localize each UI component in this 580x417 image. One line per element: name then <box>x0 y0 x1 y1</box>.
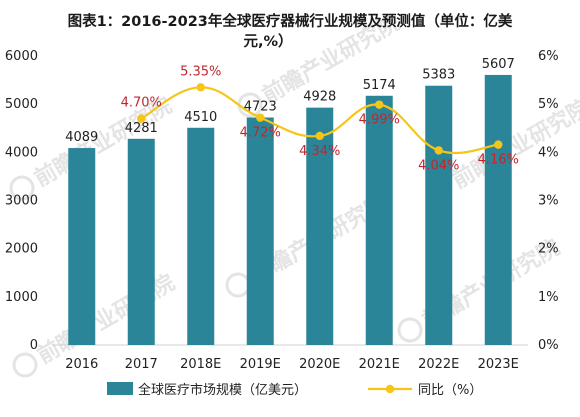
y-left-tick-label: 0 <box>30 338 38 353</box>
pct-value-label: 4.99% <box>359 113 400 128</box>
y-right-tick-label: 5% <box>538 97 559 112</box>
bar <box>425 85 453 345</box>
bar-value-label: 5174 <box>363 78 396 93</box>
legend-bar-label: 全球医疗市场规模（亿美元） <box>138 382 307 398</box>
x-tick-label: 2023E <box>478 357 519 372</box>
y-right-tick-label: 1% <box>538 290 559 305</box>
bar <box>68 148 96 345</box>
bar <box>246 117 274 345</box>
line-point <box>256 113 265 122</box>
bar-value-label: 4089 <box>65 130 98 145</box>
bar-value-label: 4928 <box>303 90 336 105</box>
watermark-logo-icon <box>12 352 38 378</box>
watermark-text: 前瞻产业研究院 <box>448 95 580 195</box>
pct-labels: 4.70% 5.35% 4.72% 4.34% 4.99% 4.04% 4.16% <box>121 64 519 173</box>
pct-value-label: 4.70% <box>121 96 162 111</box>
pct-value-label: 4.34% <box>299 144 340 159</box>
y-left-tick-label: 5000 <box>5 97 38 112</box>
legend-bar-swatch <box>107 382 133 395</box>
chart-title-line1: 图表1：2016-2023年全球医疗器械行业规模及预测值（单位：亿美 <box>68 12 513 30</box>
legend-line-label: 同比（%） <box>418 383 482 398</box>
line-point <box>137 114 146 123</box>
x-tick-label: 2022E <box>418 357 459 372</box>
bar <box>187 127 215 345</box>
x-tick-label: 2018E <box>180 357 221 372</box>
pct-value-label: 4.72% <box>240 126 281 141</box>
legend: 全球医疗市场规模（亿美元） 同比（%） <box>107 382 482 398</box>
line-point <box>375 100 384 109</box>
line-series <box>137 83 503 155</box>
y-right-tick-label: 6% <box>538 49 559 64</box>
bar <box>484 74 512 345</box>
pct-value-label: 5.35% <box>180 64 221 79</box>
x-tick-label: 2020E <box>299 357 340 372</box>
pct-value-label: 4.04% <box>418 158 459 173</box>
chart-title-line2: 元,%） <box>243 32 292 50</box>
x-tick-label: 2017 <box>125 357 158 372</box>
y-left-tick-label: 6000 <box>5 49 38 64</box>
y-right-tick-label: 4% <box>538 145 559 160</box>
y-left-tick-label: 2000 <box>5 242 38 257</box>
line-point <box>315 131 324 141</box>
bar-value-label: 4281 <box>125 121 158 136</box>
line-point <box>434 146 443 155</box>
line-point <box>494 140 503 149</box>
bar-labels: 4089 4281 4510 4723 4928 5174 5383 5607 <box>65 57 515 145</box>
bar-value-label: 4510 <box>184 110 217 125</box>
watermark-logo-icon <box>397 317 423 343</box>
bar-value-label: 4723 <box>244 100 277 115</box>
bar-value-label: 5383 <box>422 68 455 83</box>
watermark-logo-icon <box>9 175 35 201</box>
y-left-tick-label: 3000 <box>5 194 38 209</box>
line-point <box>196 83 205 92</box>
bar <box>306 107 334 345</box>
bar-series <box>68 74 512 345</box>
bar <box>365 95 393 345</box>
x-tick-label: 2016 <box>65 357 98 372</box>
pct-value-label: 4.16% <box>478 153 519 168</box>
y-left-tick-label: 4000 <box>5 145 38 160</box>
x-tick-label: 2021E <box>359 357 400 372</box>
bar-value-label: 5607 <box>482 57 515 72</box>
watermark-text: 前瞻产业研究院 <box>33 270 179 370</box>
y-right-tick-label: 0% <box>538 338 559 353</box>
y-right-tick-label: 3% <box>538 194 559 209</box>
y-right-tick-label: 2% <box>538 242 559 257</box>
x-tick-label: 2019E <box>240 357 281 372</box>
legend-line-marker <box>385 384 395 394</box>
bar <box>127 138 155 345</box>
y-left-tick-label: 1000 <box>5 290 38 305</box>
